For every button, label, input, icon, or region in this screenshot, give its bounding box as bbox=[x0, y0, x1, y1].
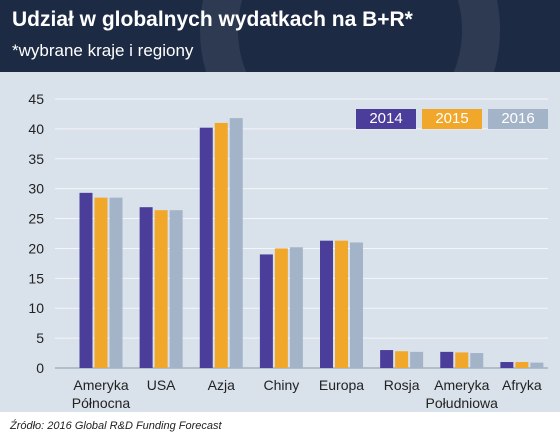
bar-2015 bbox=[154, 210, 168, 368]
x-tick-label: Europa bbox=[319, 377, 364, 393]
bar-2014 bbox=[139, 207, 153, 368]
header: Udział w globalnych wydatkach na B+R* *w… bbox=[0, 0, 560, 72]
x-tick-label: Rosja bbox=[384, 377, 420, 393]
y-tick-label: 40 bbox=[28, 121, 44, 137]
bar-2014 bbox=[380, 350, 394, 368]
bar-2015 bbox=[395, 351, 409, 368]
bar-2014 bbox=[320, 240, 333, 368]
chart-subtitle: *wybrane kraje i regiony bbox=[12, 41, 194, 60]
x-tick-label: Chiny bbox=[263, 377, 299, 393]
y-tick-label: 0 bbox=[36, 360, 44, 376]
bar-2016 bbox=[410, 351, 424, 368]
bar-2016 bbox=[289, 247, 303, 368]
bar-2015 bbox=[335, 240, 348, 368]
bar-chart: 0 5 10 15 20 25 30 35 40 45 Ameryka Północna USA Azja… bbox=[28, 91, 548, 411]
y-tick-label: 15 bbox=[28, 270, 44, 286]
decorative-ring bbox=[200, 0, 500, 72]
bar-2016 bbox=[229, 118, 243, 368]
x-tick-label: Południowa bbox=[426, 395, 499, 411]
bar-2014 bbox=[259, 254, 273, 368]
x-tick-label: Ameryka bbox=[73, 377, 128, 393]
bar-2014 bbox=[199, 127, 213, 368]
y-tick-label: 20 bbox=[28, 240, 44, 256]
x-tick-label: Afryka bbox=[502, 377, 542, 393]
y-tick-label: 10 bbox=[28, 300, 44, 316]
bar-2016 bbox=[350, 242, 363, 368]
bar-2014 bbox=[440, 351, 454, 368]
bar-2015 bbox=[274, 248, 288, 368]
bar-2016 bbox=[530, 362, 544, 368]
source-note: Źródło: 2016 Global R&D Funding Forecast bbox=[10, 420, 222, 432]
y-tick-label: 25 bbox=[28, 211, 44, 227]
legend-item-2014: 2014 bbox=[356, 109, 416, 129]
y-tick-label: 45 bbox=[28, 91, 44, 107]
chart-title: Udział w globalnych wydatkach na B+R* bbox=[12, 8, 413, 31]
x-tick-label: Ameryka bbox=[434, 377, 489, 393]
bar-2014 bbox=[500, 362, 514, 368]
y-tick-label: 30 bbox=[28, 181, 44, 197]
legend-item-2015: 2015 bbox=[422, 109, 482, 129]
y-tick-label: 5 bbox=[36, 330, 44, 346]
bar-2015 bbox=[455, 352, 469, 368]
x-tick-label: Północna bbox=[72, 395, 131, 411]
bar-2016 bbox=[109, 197, 123, 368]
x-tick-label: Azja bbox=[208, 377, 235, 393]
bar-2016 bbox=[470, 353, 484, 368]
y-tick-label: 35 bbox=[28, 151, 44, 167]
bar-2014 bbox=[79, 192, 93, 368]
legend-item-2016: 2016 bbox=[488, 109, 548, 129]
x-tick-label: USA bbox=[147, 377, 176, 393]
bar-2015 bbox=[214, 122, 228, 369]
bar-2016 bbox=[169, 210, 183, 368]
bar-2015 bbox=[515, 362, 529, 368]
bar-2015 bbox=[94, 197, 108, 368]
